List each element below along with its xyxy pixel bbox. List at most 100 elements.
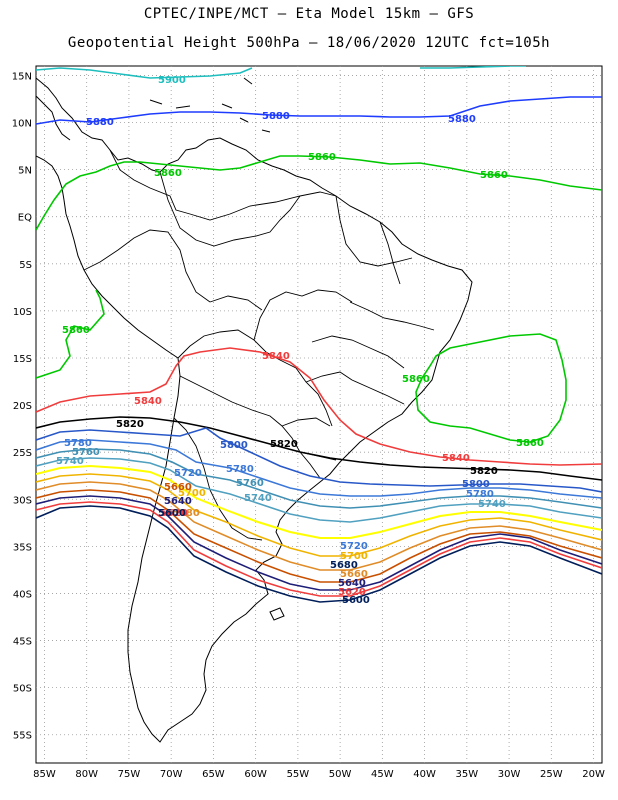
- contour-label: 5760: [72, 447, 100, 458]
- contour-label: 5840: [262, 351, 290, 362]
- contour-5840: [36, 347, 602, 466]
- contour-5680: [36, 481, 602, 571]
- contour-5860-east: [415, 333, 567, 443]
- contour-label: 5780: [466, 489, 494, 500]
- contour-label: 5820: [116, 419, 144, 430]
- contour-5600: [36, 505, 602, 603]
- caribbean-islands: [149, 77, 271, 133]
- contour-5620: [36, 501, 602, 597]
- contour-5760: [36, 448, 602, 509]
- longitude-label: 65W: [202, 769, 225, 780]
- contour-5780: [36, 439, 602, 499]
- south-america-coastline: [36, 77, 473, 743]
- contour-5900: [36, 66, 526, 79]
- longitude-labels: 85W 80W 75W 70W 65W 60W 55W 50W 45W 40W 35W 30W 25W 2…: [33, 769, 605, 780]
- contour-label: 5800: [462, 479, 490, 490]
- contour-labels: 5900 5880 5880 5880 5860 5860 5860 5860 …: [56, 75, 544, 606]
- contour-label: 5860: [402, 374, 430, 385]
- contour-label: 5860: [154, 168, 182, 179]
- contour-5800: [36, 427, 602, 493]
- central-america-coastline: [36, 95, 71, 141]
- contour-5880: [36, 96, 602, 125]
- latitude-label: 15N: [12, 71, 32, 82]
- contour-label: 5900: [158, 75, 186, 86]
- latitude-label: 5N: [18, 166, 32, 177]
- falkland-islands: [269, 607, 285, 621]
- longitude-label: 70W: [160, 769, 183, 780]
- contour-label: 5740: [478, 499, 506, 510]
- contour-5860-north: [36, 155, 602, 231]
- latitude-label: 35S: [13, 542, 32, 553]
- contour-label: 5820: [270, 439, 298, 450]
- contour-5820: [36, 416, 602, 481]
- contour-label: 5860: [62, 325, 90, 336]
- latitude-label: 45S: [13, 637, 32, 648]
- longitude-label: 40W: [413, 769, 436, 780]
- latitude-label: 55S: [13, 731, 32, 742]
- latitude-labels: 15N 10N 5N EQ 5S 10S 15S 20S 25S 30S 35S 40S 45S 50S 5…: [12, 71, 32, 741]
- longitude-label: 60W: [244, 769, 267, 780]
- latitude-label: 10N: [12, 119, 32, 130]
- contour-label: 5860: [480, 170, 508, 181]
- longitude-label: 30W: [498, 769, 521, 780]
- contour-label: 5740: [244, 493, 272, 504]
- contour-label: 5800: [220, 440, 248, 451]
- longitude-label: 50W: [329, 769, 352, 780]
- contour-label: 5820: [470, 466, 498, 477]
- contour-label: 5700: [178, 488, 206, 499]
- longitude-label: 45W: [371, 769, 394, 780]
- contour-5640: [36, 495, 602, 591]
- contour-label: 5700: [340, 551, 368, 562]
- longitude-label: 55W: [287, 769, 310, 780]
- contour-label: 5720: [340, 541, 368, 552]
- latitude-label: EQ: [18, 213, 32, 224]
- latitude-label: 15S: [13, 354, 32, 365]
- contour-label: 5840: [134, 396, 162, 407]
- graticule: [36, 66, 602, 763]
- contour-label: 5640: [164, 496, 192, 507]
- contour-label: 5660: [164, 482, 192, 493]
- contour-5720: [36, 464, 602, 539]
- latitude-label: 30S: [13, 495, 32, 506]
- longitude-label: 35W: [456, 769, 479, 780]
- latitude-label: 50S: [13, 684, 32, 695]
- latitude-label: 5S: [19, 260, 32, 271]
- height-contours: [36, 66, 602, 603]
- contour-5740: [36, 457, 602, 523]
- contour-label: 5740: [56, 456, 84, 467]
- map-frame: [35, 65, 603, 764]
- contour-label: 5720: [174, 468, 202, 479]
- contour-label: 5600: [158, 508, 186, 519]
- longitude-label: 25W: [540, 769, 563, 780]
- contour-label: 5600: [342, 595, 370, 606]
- contour-label: 5620: [338, 587, 366, 598]
- contour-label: 5880: [448, 114, 476, 125]
- contour-label: 5620: [160, 508, 188, 519]
- contour-label: 5760: [236, 478, 264, 489]
- contour-5700: [36, 473, 602, 557]
- contour-label: 5680: [330, 560, 358, 571]
- latitude-label: 40S: [13, 589, 32, 600]
- contour-label: 5880: [262, 111, 290, 122]
- longitude-label: 80W: [75, 769, 98, 780]
- contour-label: 5880: [86, 117, 114, 128]
- map-subtitle: Geopotential Height 500hPa – 18/06/2020 …: [67, 35, 551, 51]
- contour-label: 5780: [226, 464, 254, 475]
- contour-label: 5840: [442, 453, 470, 464]
- contour-5860-west: [36, 289, 105, 379]
- longitude-label: 75W: [118, 769, 141, 780]
- contour-label: 5680: [172, 508, 200, 519]
- contour-label: 5780: [64, 438, 92, 449]
- map-title: CPTEC/INPE/MCT – Eta Model 15km – GFS: [143, 6, 475, 22]
- latitude-label: 25S: [13, 448, 32, 459]
- latitude-label: 20S: [13, 401, 32, 412]
- longitude-label: 85W: [33, 769, 56, 780]
- contour-label: 5640: [338, 578, 366, 589]
- latitude-label: 10S: [13, 307, 32, 318]
- longitude-label: 20W: [582, 769, 605, 780]
- contour-5660: [36, 489, 602, 583]
- contour-label: 5860: [516, 438, 544, 449]
- contour-label: 5660: [340, 569, 368, 580]
- contour-label: 5860: [308, 152, 336, 163]
